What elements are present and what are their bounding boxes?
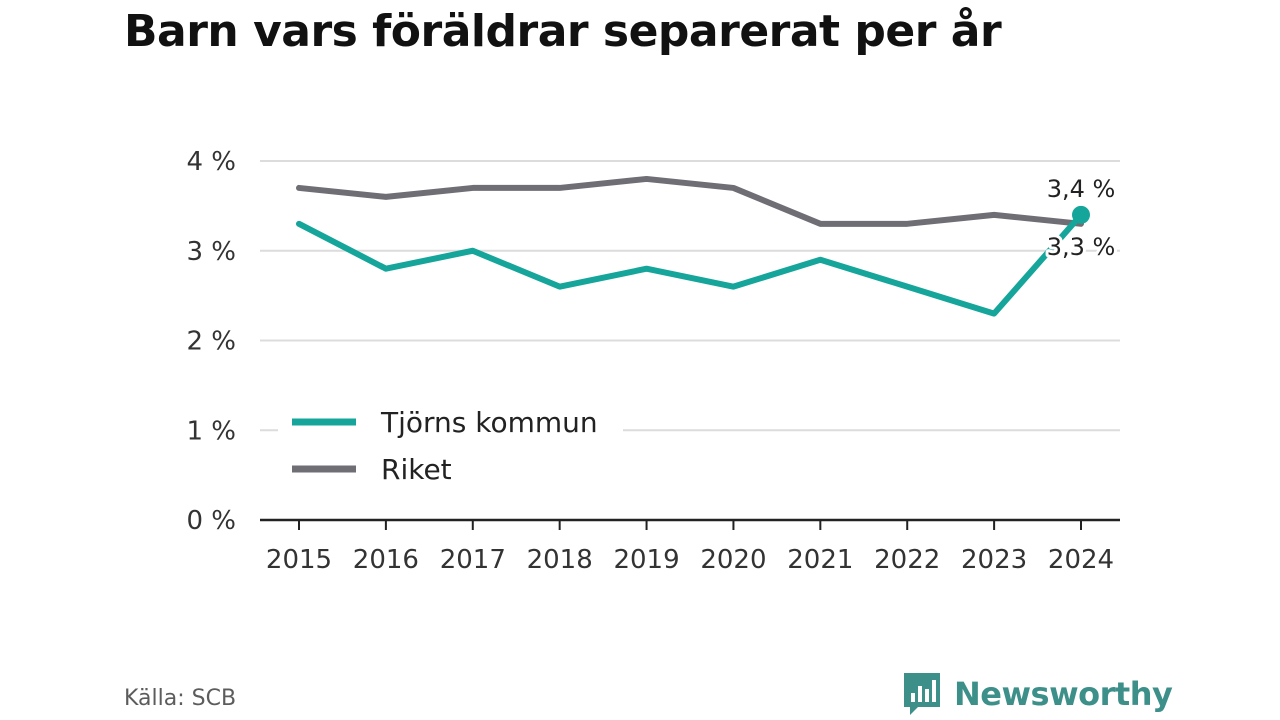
x-tick-label: 2021 — [787, 545, 853, 575]
y-tick-label: 0 % — [186, 506, 236, 536]
x-tick-label: 2018 — [527, 545, 593, 575]
legend: Tjörns kommun Riket — [278, 398, 623, 498]
x-tick-label: 2022 — [874, 545, 940, 575]
x-tick-label: 2017 — [440, 545, 506, 575]
end-labels: 3,4 %3,4 %3,3 %3,3 % — [1044, 172, 1119, 264]
y-tick-label: 2 % — [186, 327, 236, 357]
x-tick-label: 2015 — [266, 545, 332, 575]
series-line-tjorns-kommun — [296, 211, 1084, 317]
bar-chart-speech-bubble-icon — [904, 673, 940, 715]
y-tick-label: 1 % — [186, 416, 236, 446]
legend-label-tjorns-kommun: Tjörns kommun — [380, 406, 598, 439]
x-tick-label: 2016 — [353, 545, 419, 575]
x-tick-label: 2023 — [961, 545, 1027, 575]
series-line-riket — [296, 175, 1084, 227]
series-layer — [296, 175, 1090, 317]
end-label-tjorns-kommun: 3,4 % — [1047, 175, 1116, 203]
legend-background — [278, 398, 623, 498]
y-tick-label: 4 % — [186, 147, 236, 177]
end-label-riket: 3,3 % — [1047, 233, 1116, 261]
legend-label-riket: Riket — [381, 453, 452, 486]
grid-layer — [260, 160, 1120, 432]
brand-name: Newsworthy — [954, 675, 1173, 713]
y-tick-label: 3 % — [186, 237, 236, 267]
source-note: Källa: SCB — [124, 686, 237, 711]
axis-layer: 0 % 1 % 2 % 3 % 4 % 2015 2016 2017 2018 2019 2020 2… — [186, 147, 1120, 575]
brand-logo: Newsworthy — [902, 670, 1173, 718]
x-tick-label: 2020 — [700, 545, 766, 575]
x-tick-label: 2019 — [613, 545, 679, 575]
chart-title: Barn vars föräldrar separerat per år — [124, 6, 1002, 57]
end-label-tjorns-kommun-halo: 3,4 % — [1047, 175, 1116, 203]
end-point-marker — [1072, 205, 1090, 224]
x-tick-label: 2024 — [1048, 545, 1114, 575]
end-label-riket-halo: 3,3 % — [1047, 233, 1116, 261]
